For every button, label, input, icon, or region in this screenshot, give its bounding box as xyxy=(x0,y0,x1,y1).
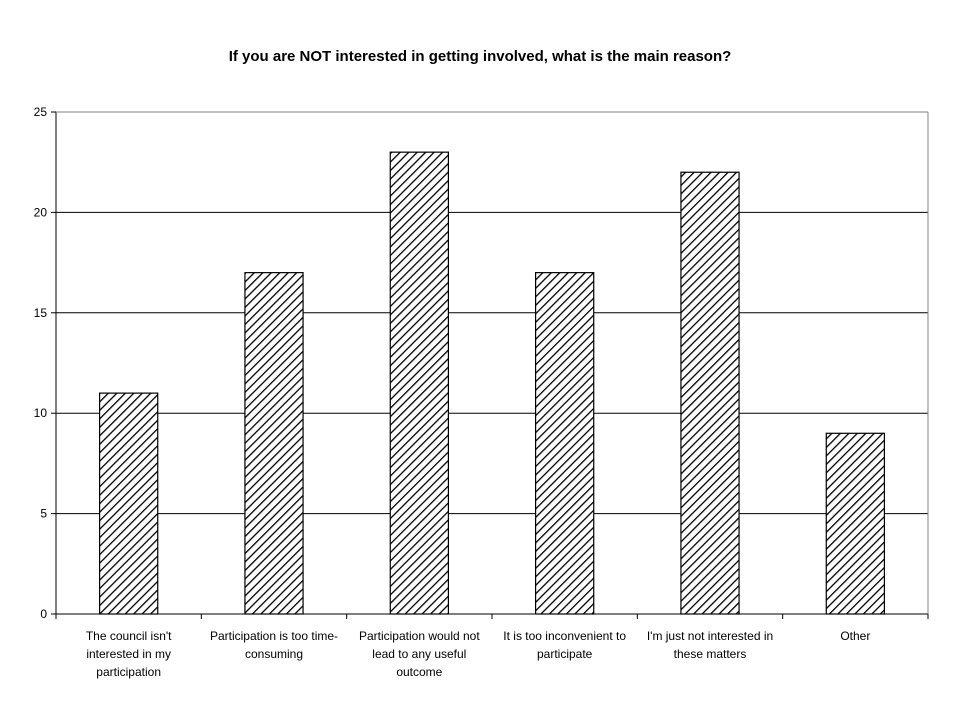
x-category-label-line: I'm just not interested in xyxy=(647,629,773,643)
bars xyxy=(98,151,885,615)
x-category-label-line: lead to any useful xyxy=(372,647,466,661)
y-tick-label: 15 xyxy=(34,306,48,320)
y-tick-label: 5 xyxy=(40,507,47,521)
x-category-label: The council isn't interested in my partici… xyxy=(86,629,172,679)
bar xyxy=(825,432,885,615)
bar xyxy=(680,171,740,615)
y-tick-labels: 0 5 10 15 20 25 xyxy=(34,105,48,621)
y-tick-label: 10 xyxy=(34,406,48,420)
x-category-label-line: interested in my xyxy=(86,647,171,661)
x-category-label-line: these matters xyxy=(674,647,747,661)
y-tick-label: 25 xyxy=(34,105,48,119)
bar xyxy=(98,392,159,615)
x-category-label: It is too inconvenient to participate xyxy=(503,629,626,661)
axes xyxy=(51,111,929,619)
x-category-label: I'm just not interested in these matters xyxy=(647,629,773,661)
x-category-label-line: The council isn't xyxy=(86,629,172,643)
y-tick-label: 0 xyxy=(40,607,47,621)
x-category-label-line: It is too inconvenient to xyxy=(503,629,626,643)
gridlines xyxy=(56,111,928,515)
x-category-label-line: participation xyxy=(96,665,161,679)
x-category-label-line: Participation is too time- xyxy=(210,629,338,643)
x-category-label: Participation would not lead to any usefu… xyxy=(359,629,480,679)
bar xyxy=(389,151,449,615)
x-category-label-line: participate xyxy=(537,647,593,661)
x-category-label-line: Participation would not xyxy=(359,629,480,643)
x-category-label: Participation is too time-consuming xyxy=(210,629,338,661)
x-category-labels: The council isn't interested in my partici… xyxy=(86,629,871,679)
chart-title: If you are NOT interested in getting inv… xyxy=(228,48,732,65)
x-category-label-line: consuming xyxy=(245,647,303,661)
bar xyxy=(244,272,304,615)
x-category-label: Other xyxy=(840,629,870,643)
y-tick-label: 20 xyxy=(34,205,48,219)
bar xyxy=(534,272,595,615)
x-category-label-line: Other xyxy=(840,629,870,643)
x-category-label-line: outcome xyxy=(396,665,442,679)
